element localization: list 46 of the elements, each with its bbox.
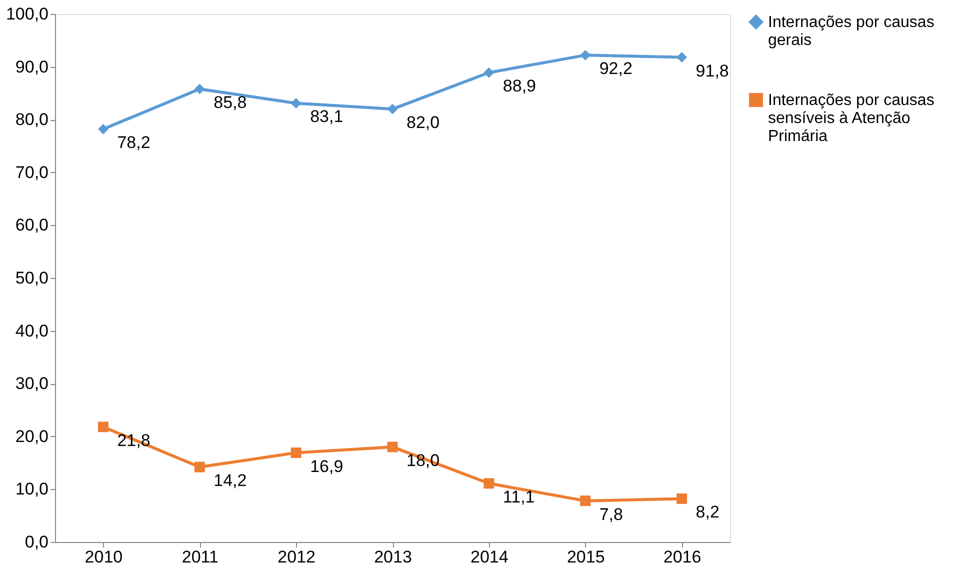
point [98,124,108,134]
point [580,50,591,60]
x-tick-label: 2016 [663,548,702,566]
y-tick-label: 90,0 [15,57,48,76]
x-tick-label: 2014 [470,548,508,566]
data-label: 7,8 [599,504,623,524]
data-label: 92,2 [599,59,632,78]
y-tick-label: 10,0 [15,480,48,499]
point [484,67,494,78]
point [580,496,591,506]
y-tick-label: 0,0 [24,532,48,552]
point [98,422,108,432]
point [194,462,205,472]
data-label: 82,0 [406,113,440,132]
y-tick-label: 100,0 [6,4,48,24]
data-label: 8,2 [696,502,720,522]
data-label: 78,2 [117,133,150,152]
legend-label: Internações por causas sensíveis à Atenção Primária [768,92,934,145]
y-tick-label: 60,0 [15,216,48,235]
data-label: 85,8 [214,92,247,112]
y-tick-label: 40,0 [15,321,48,340]
data-label: 88,9 [502,76,536,96]
x-tick-label: 2012 [278,548,316,566]
point [387,442,398,452]
y-tick-label: 80,0 [15,110,48,130]
x-tick-label: 2015 [566,548,605,566]
point [290,98,302,108]
y-tick-label: 30,0 [15,374,48,394]
point [676,52,688,63]
point [387,104,398,114]
data-label: 11,1 [502,487,535,506]
data-label: 91,8 [696,61,729,80]
x-tick-label: 2011 [182,548,218,566]
legend-label: Internações por causas gerais [768,14,934,49]
point [484,478,494,489]
x-tick-label: 2010 [84,548,123,566]
data-label: 83,1 [310,107,344,126]
point [194,84,205,94]
data-label: 14,2 [214,471,247,490]
point [676,493,688,504]
y-tick-label: 20,0 [15,426,48,446]
data-label: 16,9 [310,456,344,476]
point [290,448,302,458]
x-tick-label: 2013 [374,548,412,566]
y-tick-label: 70,0 [15,162,48,182]
y-tick-label: 50,0 [15,268,48,288]
